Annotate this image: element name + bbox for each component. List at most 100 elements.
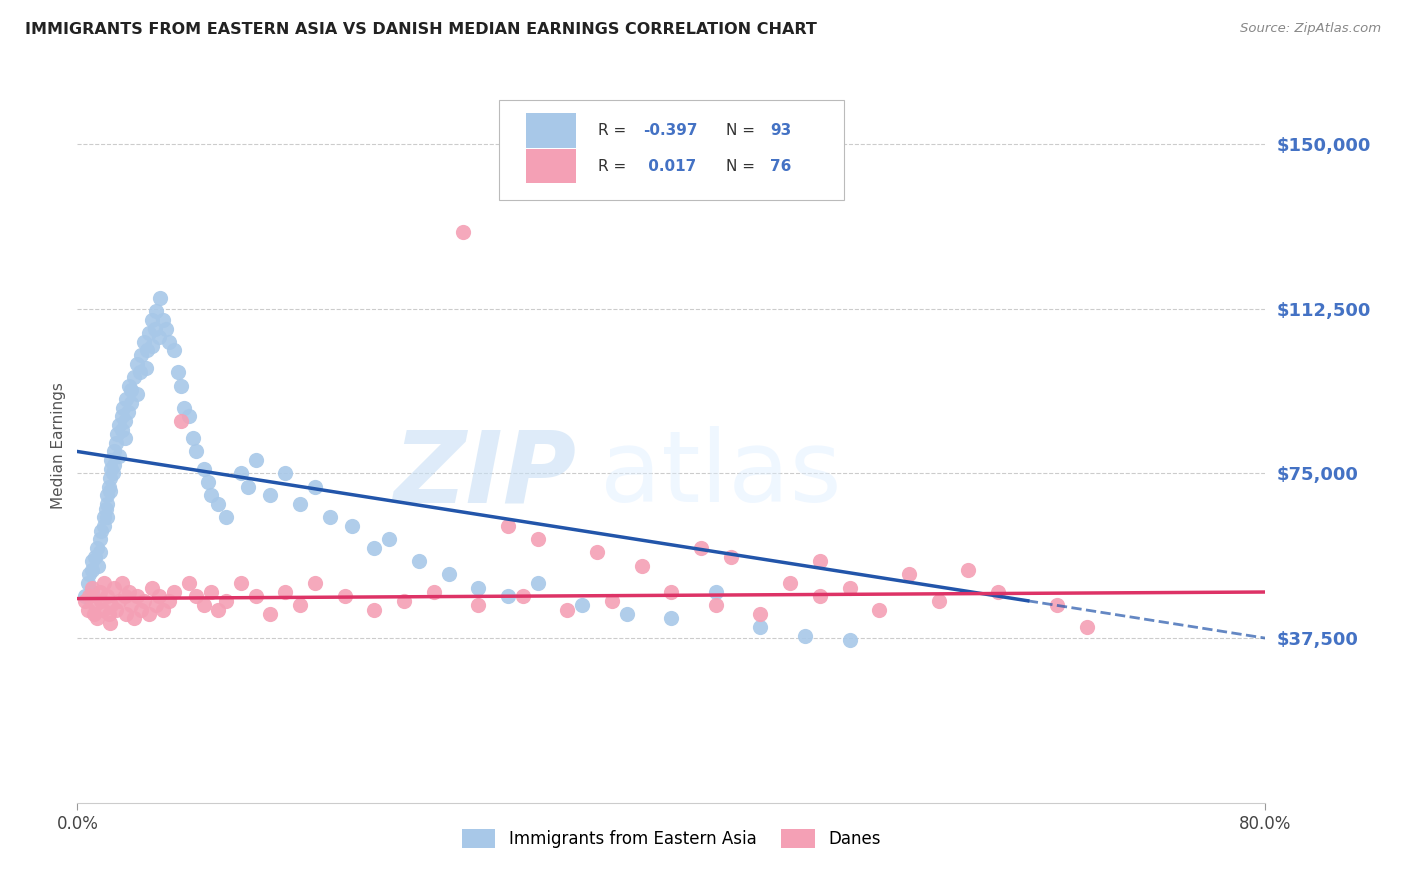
Point [145,598,167,612]
Point [120,396,142,410]
Point [957,563,980,577]
Point [129,602,152,616]
Point [98,471,121,485]
Point [100,462,122,476]
Point [378,533,401,547]
Point [118,585,141,599]
Point [157,594,180,608]
Point [103,458,125,472]
Point [173,401,195,415]
Point [181,431,204,445]
Point [661,611,683,625]
Point [340,519,363,533]
Point [114,590,136,604]
Point [141,312,163,326]
Point [114,414,136,428]
Point [84,549,107,564]
Point [103,444,125,458]
Point [207,602,229,616]
Point [200,585,222,599]
Point [111,423,134,437]
Point [526,576,548,591]
Point [96,590,118,604]
Point [229,576,252,591]
Text: 76: 76 [770,159,792,174]
Point [193,598,215,612]
Text: IMMIGRANTS FROM EASTERN ASIA VS DANISH MEDIAN EARNINGS CORRELATION CHART: IMMIGRANTS FROM EASTERN ASIA VS DANISH M… [25,22,817,37]
Point [167,366,190,380]
Text: N =: N = [725,123,759,138]
Point [89,545,111,559]
Point [135,361,157,376]
Point [73,594,96,608]
Point [363,541,385,555]
Point [134,334,156,349]
Point [512,590,534,604]
Point [496,519,519,533]
Point [82,563,104,577]
Point [96,497,118,511]
Point [245,453,267,467]
Point [163,585,186,599]
Point [170,378,193,392]
Point [82,581,104,595]
Point [928,594,950,608]
Point [128,366,150,380]
Point [319,510,342,524]
Point [149,291,172,305]
Point [704,598,727,612]
Point [82,554,104,568]
Point [467,581,489,595]
Point [91,602,114,616]
Point [104,435,127,450]
Point [163,343,186,358]
FancyBboxPatch shape [499,100,844,200]
Point [112,401,135,415]
Point [170,414,193,428]
Point [104,602,127,616]
Point [125,357,148,371]
Point [215,594,238,608]
Point [177,576,200,591]
Point [333,590,356,604]
Point [197,475,219,490]
Point [108,594,131,608]
Point [148,590,170,604]
Point [422,585,444,599]
Point [177,409,200,424]
Point [437,567,460,582]
Point [779,576,801,591]
Point [363,602,385,616]
Point [96,488,118,502]
Point [1076,620,1098,634]
Point [108,418,131,433]
Point [207,497,229,511]
Point [288,598,311,612]
Text: N =: N = [725,159,759,174]
Point [108,449,131,463]
Point [117,405,139,419]
Point [987,585,1010,599]
Point [129,348,152,362]
Point [122,611,145,625]
Point [526,533,548,547]
Point [97,480,120,494]
Point [467,598,489,612]
Point [77,567,100,582]
Point [90,524,112,538]
Point [690,541,713,555]
Point [152,602,174,616]
Point [107,426,129,441]
Point [155,321,177,335]
Point [134,594,156,608]
Point [193,462,215,476]
Point [143,321,166,335]
Point [83,607,105,621]
Point [236,480,259,494]
Point [453,225,475,239]
Point [82,585,104,599]
Point [145,304,167,318]
Point [808,590,831,604]
Point [749,607,772,621]
Point [661,585,683,599]
